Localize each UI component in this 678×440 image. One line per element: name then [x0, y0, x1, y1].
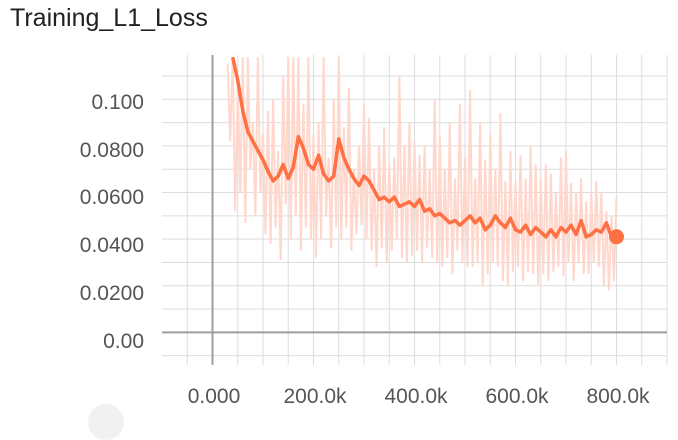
- y-tick-labels: 0.00 0.0200 0.0400 0.0600 0.0800 0.100: [80, 91, 144, 353]
- y-tick-label: 0.100: [91, 91, 144, 114]
- y-tick-label: 0.0200: [80, 282, 144, 305]
- loss-chart[interactable]: 0.00 0.0200 0.0400 0.0600 0.0800 0.100 0…: [0, 0, 678, 412]
- zero-axes: [162, 55, 667, 365]
- y-tick-label: 0.00: [103, 330, 144, 353]
- x-tick-label: 800.0k: [586, 385, 650, 408]
- x-tick-labels: 0.000 200.0k 400.0k 600.0k 800.0k: [188, 385, 650, 408]
- y-tick-label: 0.0800: [80, 139, 144, 162]
- y-tick-label: 0.0600: [80, 186, 144, 209]
- y-tick-label: 0.0400: [80, 234, 144, 257]
- x-tick-label: 600.0k: [485, 385, 549, 408]
- x-tick-label: 400.0k: [384, 385, 448, 408]
- x-tick-label: 200.0k: [283, 385, 347, 408]
- x-tick-label: 0.000: [188, 385, 241, 408]
- fit-button[interactable]: [88, 404, 124, 440]
- raw-loss-series: [226, 57, 618, 291]
- chart-title: Training_L1_Loss: [10, 4, 208, 32]
- smoothed-loss-series: [230, 56, 617, 239]
- last-point-marker[interactable]: [609, 229, 624, 245]
